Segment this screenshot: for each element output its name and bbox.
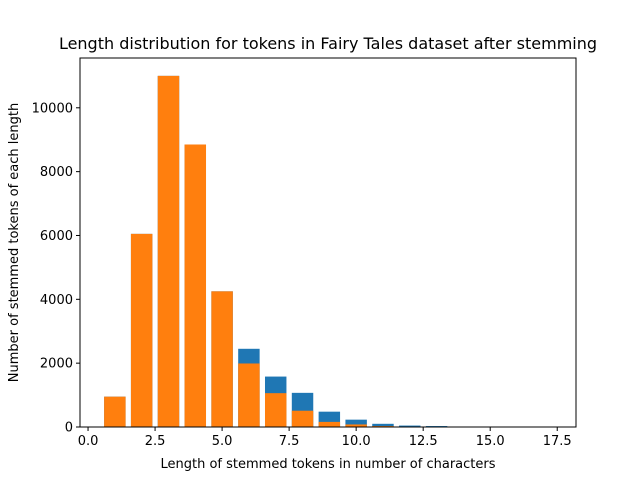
x-axis-label: Length of stemmed tokens in number of ch… — [160, 457, 495, 472]
x-tick-label: 5.0 — [212, 434, 233, 449]
x-tick-label: 2.5 — [145, 434, 166, 449]
y-tick-label: 2000 — [40, 357, 73, 372]
bar-series2-2 — [130, 233, 153, 427]
bar-series1-10 — [345, 419, 367, 427]
x-tick-label: 7.5 — [279, 434, 300, 449]
x-axis-ticks: 0.0 2.5 5.0 7.5 10.0 12.5 15.0 17.5 — [78, 427, 572, 449]
bar-series2-8 — [291, 410, 314, 427]
y-tick-label: 8000 — [40, 165, 73, 180]
y-tick-label: 4000 — [40, 293, 73, 308]
bar-series2-10 — [345, 424, 367, 427]
bar-series2-6 — [238, 363, 260, 427]
x-tick-label: 15.0 — [476, 434, 505, 449]
y-tick-label: 6000 — [40, 229, 73, 244]
y-axis-label: Number of stemmed tokens of each length — [7, 103, 22, 382]
bar-series2-4 — [184, 144, 207, 427]
x-tick-label: 0.0 — [78, 434, 99, 449]
x-tick-label: 17.5 — [543, 434, 572, 449]
bars-layer — [104, 75, 555, 428]
bar-series2-1 — [104, 396, 126, 427]
plot-frame — [79, 57, 577, 428]
x-tick-label: 10.0 — [342, 434, 371, 449]
bar-series2-5 — [211, 291, 233, 427]
bar-series1-12 — [399, 425, 421, 427]
x-tick-label: 12.5 — [409, 434, 438, 449]
y-tick-label: 0 — [65, 421, 73, 436]
bar-series2-9 — [318, 421, 341, 427]
bar-series1-11 — [372, 423, 394, 427]
bar-series2-7 — [264, 393, 287, 427]
chart-title: Length distribution for tokens in Fairy … — [59, 34, 597, 53]
y-axis-ticks: 0 2000 4000 6000 8000 10000 — [32, 101, 80, 436]
bar-series2-3 — [157, 75, 180, 428]
y-tick-label: 10000 — [32, 101, 73, 116]
